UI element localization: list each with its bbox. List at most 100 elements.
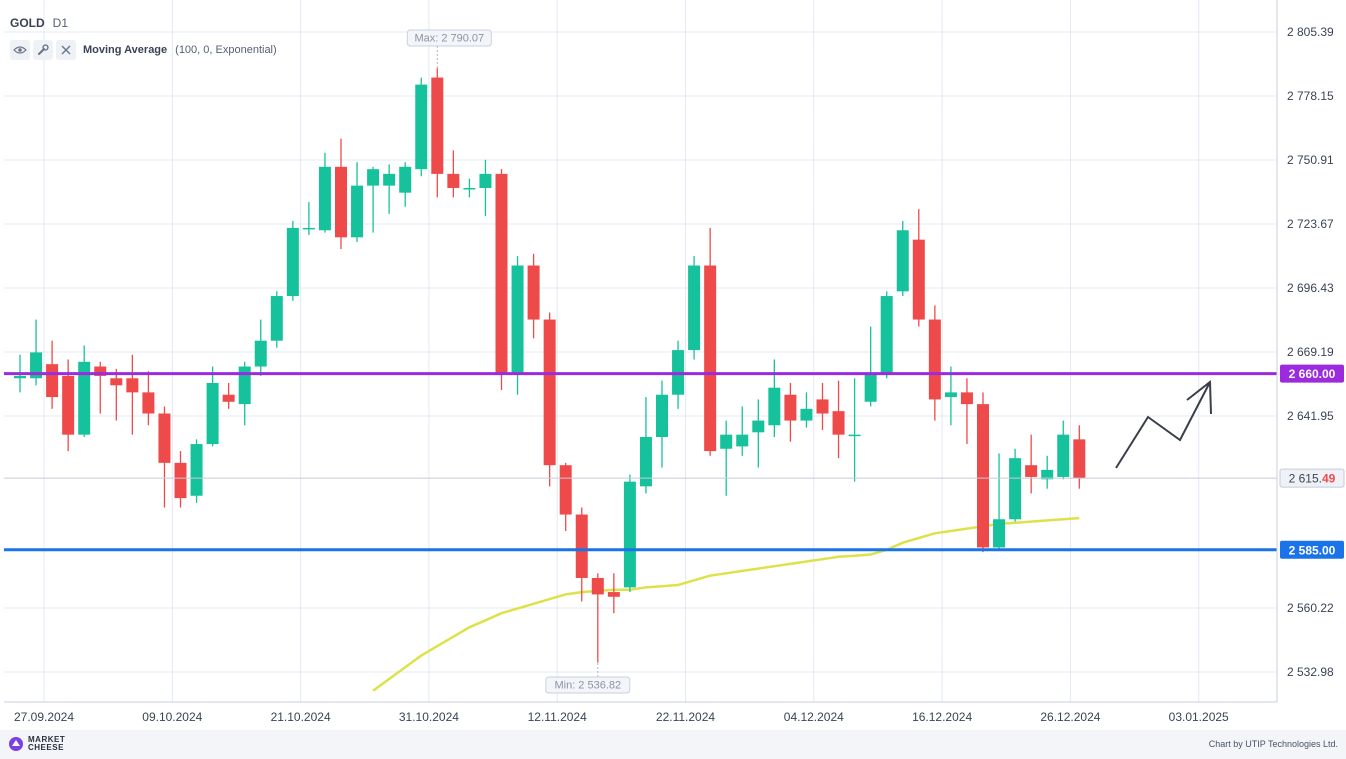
candle-body [784,394,797,421]
candle[interactable] [993,453,1006,550]
candle-body [415,84,428,170]
candle[interactable] [832,380,845,459]
candle[interactable] [1073,425,1086,489]
candle-body [1009,458,1022,520]
candle[interactable] [94,361,107,414]
candle-body [174,462,187,499]
candle[interactable] [351,162,364,243]
timeframe-label: D1 [52,16,69,30]
candle[interactable] [142,371,155,426]
candle-body [527,265,540,320]
candle[interactable] [1057,420,1070,480]
x-tick-label: 12.11.2024 [528,710,587,724]
candle[interactable] [335,138,347,250]
candle[interactable] [286,220,299,301]
candle[interactable] [752,399,765,468]
candle[interactable] [960,378,973,445]
candle[interactable] [1025,434,1038,494]
price-chart[interactable]: 2 660.00 2 585.00 2 615.49 Max: 2 790.07 Mi… [0,0,1346,730]
candle[interactable] [575,507,588,602]
candle[interactable] [800,392,813,428]
candle-body [623,481,636,588]
last-price-box [1279,468,1345,488]
candle-body [62,375,75,435]
candle[interactable] [880,291,893,379]
candle[interactable] [399,162,412,207]
candle[interactable] [977,392,989,553]
candle-body [14,375,26,379]
eye-icon[interactable] [10,40,30,60]
candle[interactable] [527,253,540,339]
candle[interactable] [174,451,187,508]
candle-body [639,437,652,487]
candle-body [1057,434,1070,477]
logo-mark-icon [9,737,23,751]
moving-average-line [372,516,1080,692]
candle[interactable] [190,439,203,503]
candle-body [607,592,620,597]
candle[interactable] [110,368,123,421]
x-tick-label: 16.12.2024 [912,710,972,724]
candle[interactable] [479,159,492,217]
candle[interactable] [591,573,604,663]
candle[interactable] [206,366,219,447]
candle[interactable] [463,178,476,198]
candle[interactable] [270,291,283,348]
candle-body [142,392,155,414]
x-tick-label: 03.01.2025 [1169,710,1229,724]
candle[interactable] [158,406,171,508]
x-tick-label: 09.10.2024 [142,710,202,724]
candle[interactable] [302,202,315,235]
candle[interactable] [383,164,396,214]
candle[interactable] [1041,455,1054,489]
footer-bar [0,730,1346,759]
candle[interactable] [639,397,652,494]
candle-body [222,394,235,402]
candle[interactable] [704,227,717,456]
candle[interactable] [511,256,524,395]
level-label: 2 585.00 [1289,543,1336,557]
candle[interactable] [1009,448,1022,522]
candle[interactable] [896,220,909,297]
candle-body [944,392,957,398]
forecast-arrow-path [1115,381,1211,469]
candle[interactable] [944,366,957,426]
candle[interactable] [30,319,43,386]
candle[interactable] [607,573,620,614]
candle[interactable] [495,169,508,391]
y-tick-label: 2 669.19 [1287,345,1334,359]
candle[interactable] [816,382,829,430]
candle[interactable] [447,150,460,198]
candle[interactable] [559,462,572,531]
candle-body [880,296,893,374]
candle[interactable] [367,166,380,233]
candle[interactable] [720,420,733,496]
candle-body [559,465,572,515]
candle[interactable] [768,359,781,438]
y-tick-label: 2 778.15 [1287,89,1334,103]
close-icon[interactable] [56,40,76,60]
candle-body [993,519,1006,548]
candle[interactable] [431,68,444,198]
candle[interactable] [126,354,139,435]
candle[interactable] [784,382,797,442]
candle[interactable] [736,406,749,456]
candle[interactable] [254,319,267,376]
candle[interactable] [688,256,701,360]
indicator-params: (100, 0, Exponential) [175,44,277,56]
candle[interactable] [928,305,941,421]
candle[interactable] [656,380,668,468]
candle[interactable] [864,326,877,407]
candle[interactable] [623,474,636,593]
candle[interactable] [912,209,925,327]
candle[interactable] [318,152,331,233]
candle-body [704,265,717,452]
candle[interactable] [848,378,861,482]
candle[interactable] [222,382,235,409]
candle[interactable] [415,77,428,177]
candle[interactable] [78,345,91,438]
candle-body [479,173,492,188]
candle[interactable] [543,312,556,487]
wrench-icon[interactable] [33,40,53,60]
y-tick-label: 2 750.91 [1287,153,1334,167]
